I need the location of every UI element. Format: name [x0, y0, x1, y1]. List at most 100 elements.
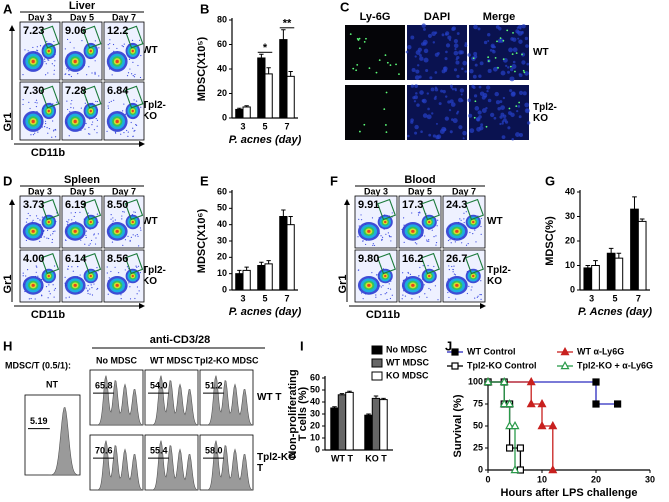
- x-tick-label: 0: [485, 474, 490, 484]
- nucleus: [473, 51, 478, 56]
- event-dot: [85, 234, 87, 236]
- event-dot: [424, 235, 426, 237]
- nucleus: [487, 98, 492, 103]
- error-bar: [244, 105, 249, 107]
- error-bar: [266, 67, 271, 74]
- event-dot: [112, 43, 115, 46]
- micrograph: [345, 25, 405, 80]
- nucleus: [416, 64, 420, 67]
- nucleus: [410, 120, 414, 124]
- event-dot: [133, 99, 135, 101]
- nucleus: [521, 24, 526, 29]
- event-dot: [109, 42, 111, 45]
- y-tick-label: 30: [565, 211, 575, 221]
- event-dot: [129, 240, 131, 242]
- legend-swatch: [371, 358, 383, 368]
- nucleus: [419, 90, 424, 95]
- gate-percent: 58.0: [205, 445, 223, 455]
- nucleus: [426, 114, 432, 120]
- density-contour: [455, 229, 459, 233]
- ly6g-signal: [395, 63, 397, 66]
- event-dot: [87, 292, 89, 295]
- gate-percent: 55.4: [150, 445, 168, 455]
- nucleus: [444, 95, 448, 98]
- event-dot: [64, 276, 66, 278]
- x-tick-label: 7: [284, 293, 289, 303]
- event-dot: [360, 214, 362, 216]
- event-dot: [372, 243, 374, 245]
- bar: [606, 252, 616, 291]
- event-dot: [361, 292, 363, 294]
- event-dot: [424, 293, 426, 295]
- marker: [592, 400, 600, 408]
- nucleus: [476, 126, 481, 132]
- event-dot: [22, 103, 24, 106]
- event-dot: [116, 47, 118, 50]
- event-dot: [110, 214, 112, 216]
- event-dot: [110, 270, 112, 273]
- event-dot: [93, 129, 96, 131]
- nucleus: [460, 93, 463, 96]
- y-tick-label: 20: [565, 235, 575, 245]
- density-contour: [47, 109, 50, 113]
- event-dot: [139, 39, 141, 41]
- y-tick-label: 20: [217, 252, 227, 262]
- event-dot: [126, 75, 129, 77]
- marker: [505, 398, 515, 408]
- nucleus: [481, 108, 487, 113]
- event-dot: [89, 288, 91, 290]
- row-label: WT T: [257, 391, 282, 403]
- event-dot: [416, 243, 418, 245]
- event-dot: [71, 219, 73, 221]
- density-contour: [115, 283, 119, 287]
- density-contour: [89, 274, 92, 278]
- event-dot: [474, 229, 476, 231]
- y-tick-label: 25: [473, 442, 483, 452]
- event-dot: [133, 76, 136, 78]
- event-dot: [107, 293, 109, 295]
- event-dot: [46, 237, 48, 239]
- panel-letter: C: [340, 0, 350, 14]
- event-dot: [452, 268, 454, 271]
- event-dot: [480, 298, 482, 300]
- event-dot: [130, 121, 132, 124]
- nucleus: [478, 85, 482, 89]
- event-dot: [72, 107, 75, 109]
- event-dot: [120, 298, 122, 300]
- event-dot: [122, 211, 124, 213]
- gate-percent: 51.2: [205, 380, 223, 390]
- legend-label: WT Control: [467, 346, 516, 356]
- nucleus: [499, 100, 503, 103]
- gate: [82, 252, 102, 275]
- event-dot: [403, 241, 405, 244]
- gate-percent: 5.19: [30, 416, 48, 426]
- marker: [516, 444, 525, 452]
- event-dot: [127, 135, 129, 137]
- y-tick-label: 50: [310, 384, 320, 394]
- error-bar: [585, 265, 591, 268]
- x-axis-label: CD11b: [366, 309, 401, 321]
- density-contour: [472, 274, 475, 278]
- event-dot: [96, 213, 99, 215]
- event-dot: [44, 74, 47, 76]
- error-bar: [288, 70, 293, 77]
- nucleus: [434, 71, 438, 74]
- bar: [637, 220, 647, 291]
- x-tick-label: WT T: [331, 453, 353, 463]
- event-dot: [43, 58, 46, 60]
- bar: [591, 265, 600, 291]
- error-bar: [347, 390, 352, 393]
- event-dot: [360, 219, 363, 221]
- bar: [257, 265, 266, 291]
- nucleus: [497, 107, 501, 111]
- ly6g-signal: [383, 108, 386, 110]
- gate-percent: 9.80: [358, 253, 379, 265]
- event-dot: [66, 220, 68, 223]
- density-contour: [411, 229, 415, 233]
- event-dot: [132, 127, 134, 129]
- event-dot: [68, 73, 70, 76]
- nucleus: [445, 31, 450, 36]
- event-dot: [89, 133, 91, 135]
- density-contour: [31, 229, 35, 233]
- nucleus: [447, 100, 451, 104]
